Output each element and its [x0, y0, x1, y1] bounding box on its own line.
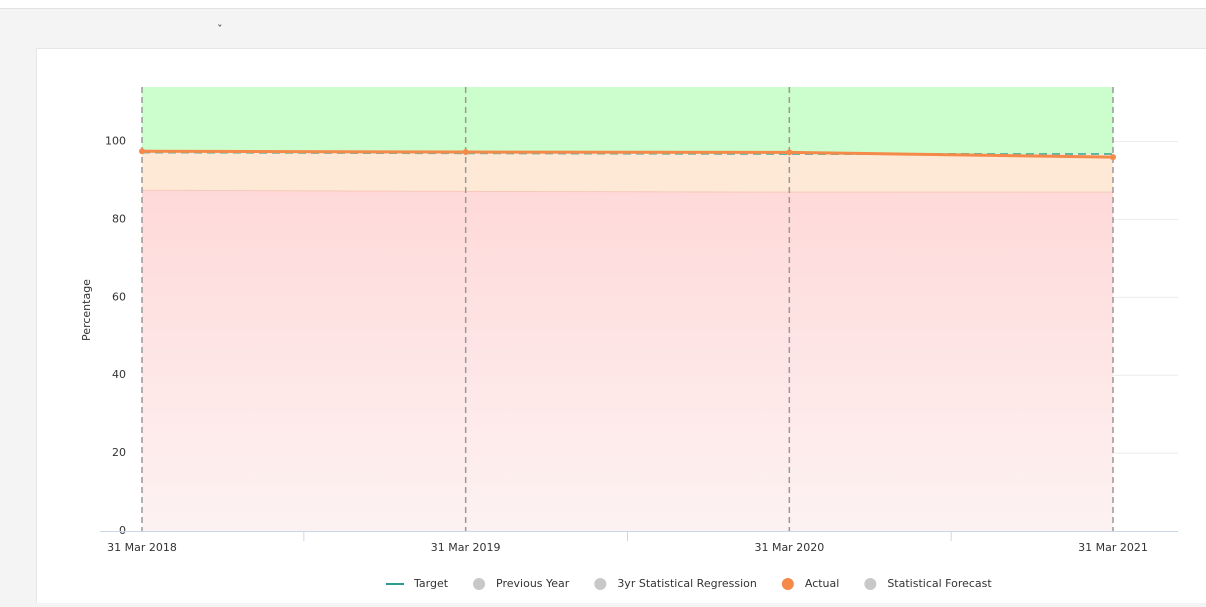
- x-tick-label: 31 Mar 2018: [107, 541, 177, 554]
- series-point: [1110, 154, 1116, 160]
- legend-symbol: [864, 578, 876, 590]
- legend-label[interactable]: Statistical Forecast: [887, 577, 992, 590]
- y-tick-label: 80: [112, 212, 126, 225]
- legend-label[interactable]: 3yr Statistical Regression: [617, 577, 757, 590]
- stray-mark: ˇ: [217, 23, 223, 36]
- y-tick-label: 20: [112, 446, 126, 459]
- band-green: [142, 87, 1113, 154]
- legend-label[interactable]: Previous Year: [496, 577, 570, 590]
- legend-label[interactable]: Target: [413, 577, 449, 590]
- series-point: [139, 148, 145, 154]
- y-tick-label: 0: [119, 524, 126, 537]
- band-red: [142, 190, 1113, 531]
- x-tick-label: 31 Mar 2021: [1078, 541, 1148, 554]
- top-bar: [0, 0, 1206, 8]
- band-orange: [142, 152, 1113, 192]
- legend-label[interactable]: Actual: [805, 577, 839, 590]
- legend-symbol: [594, 578, 606, 590]
- x-tick-label: 31 Mar 2020: [754, 541, 824, 554]
- y-axis-label: Percentage: [80, 279, 93, 341]
- legend-symbol: [782, 578, 794, 590]
- series-point: [463, 149, 469, 155]
- y-tick-label: 100: [105, 135, 126, 148]
- series-point: [786, 149, 792, 155]
- legend-symbol: [473, 578, 485, 590]
- y-tick-label: 60: [112, 290, 126, 303]
- x-tick-label: 31 Mar 2019: [431, 541, 501, 554]
- y-tick-label: 40: [112, 368, 126, 381]
